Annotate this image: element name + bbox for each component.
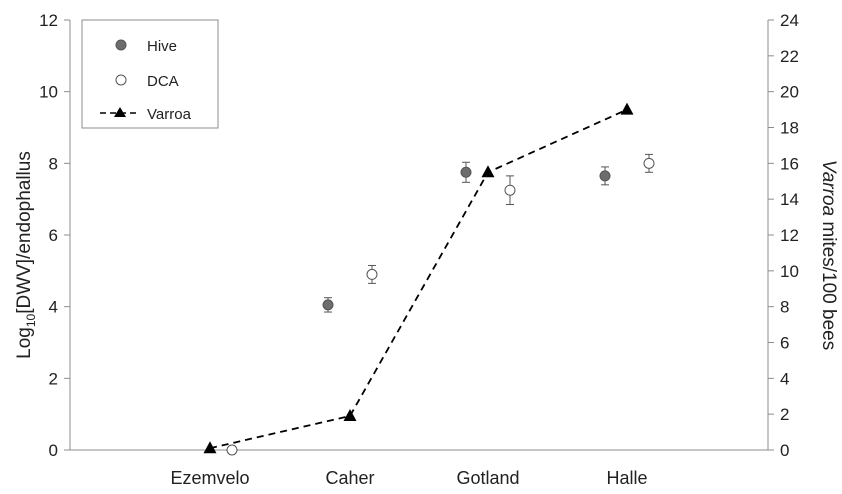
right-y-axis-title: Varroa mites/100 bees: [818, 160, 839, 350]
x-category-label: Caher: [325, 468, 374, 488]
left-y-tick-label: 8: [49, 154, 58, 173]
legend-dca-marker: [115, 74, 127, 86]
right-y-tick-label: 18: [780, 119, 799, 138]
right-y-tick-label: 10: [780, 262, 799, 281]
legend-varroa-marker: [114, 107, 126, 117]
varroa-line: [209, 108, 628, 450]
right-y-tick-label: 22: [780, 47, 799, 66]
legend-hive-label: Hive: [147, 38, 177, 55]
left-y-tick-label: 10: [39, 83, 58, 102]
right-y-tick-label: 6: [780, 334, 789, 353]
x-category-label: Gotland: [456, 468, 519, 488]
x-category-label: Ezemvelo: [170, 468, 249, 488]
dca-point: [643, 157, 655, 169]
legend-dca-label: DCA: [147, 73, 179, 90]
right-y-tick-label: 2: [780, 405, 789, 424]
legend-varroa-label: Varroa: [147, 106, 192, 123]
hive-series: [322, 161, 611, 313]
left-y-tick-label: 6: [49, 226, 58, 245]
right-y-tick-label: 0: [780, 441, 789, 460]
x-category-label: Halle: [606, 468, 647, 488]
varroa-point: [343, 408, 357, 421]
left-y-axis-title: Log10[DWV]/endophallus: [14, 151, 38, 359]
varroa-point: [481, 165, 495, 178]
left-y-tick-label: 2: [49, 369, 58, 388]
left-y-ticks: 0 2 4 6 8 10 12: [39, 11, 70, 460]
right-y-tick-label: 16: [780, 154, 799, 173]
legend-box: [81, 19, 219, 129]
left-y-tick-label: 12: [39, 11, 58, 30]
right-y-tick-label: 8: [780, 298, 789, 317]
hive-point: [599, 170, 611, 182]
legend-hive-marker: [115, 39, 127, 51]
varroa-point: [620, 102, 634, 115]
x-category-labels: Ezemvelo Caher Gotland Halle: [170, 468, 647, 488]
varroa-series: [203, 102, 634, 454]
dca-point: [226, 444, 238, 456]
hive-point: [322, 299, 334, 311]
right-y-tick-label: 20: [780, 83, 799, 102]
hive-point: [460, 166, 472, 178]
left-y-tick-label: 0: [49, 441, 58, 460]
right-y-tick-label: 12: [780, 226, 799, 245]
right-y-tick-label: 4: [780, 369, 789, 388]
legend: Hive DCA Varroa: [81, 19, 219, 129]
right-y-tick-label: 14: [780, 190, 799, 209]
varroa-point: [203, 441, 217, 454]
dca-point: [366, 268, 378, 280]
right-y-tick-label: 24: [780, 11, 799, 30]
left-y-tick-label: 4: [49, 298, 58, 317]
dca-series: [226, 153, 655, 456]
dca-point: [504, 184, 516, 196]
